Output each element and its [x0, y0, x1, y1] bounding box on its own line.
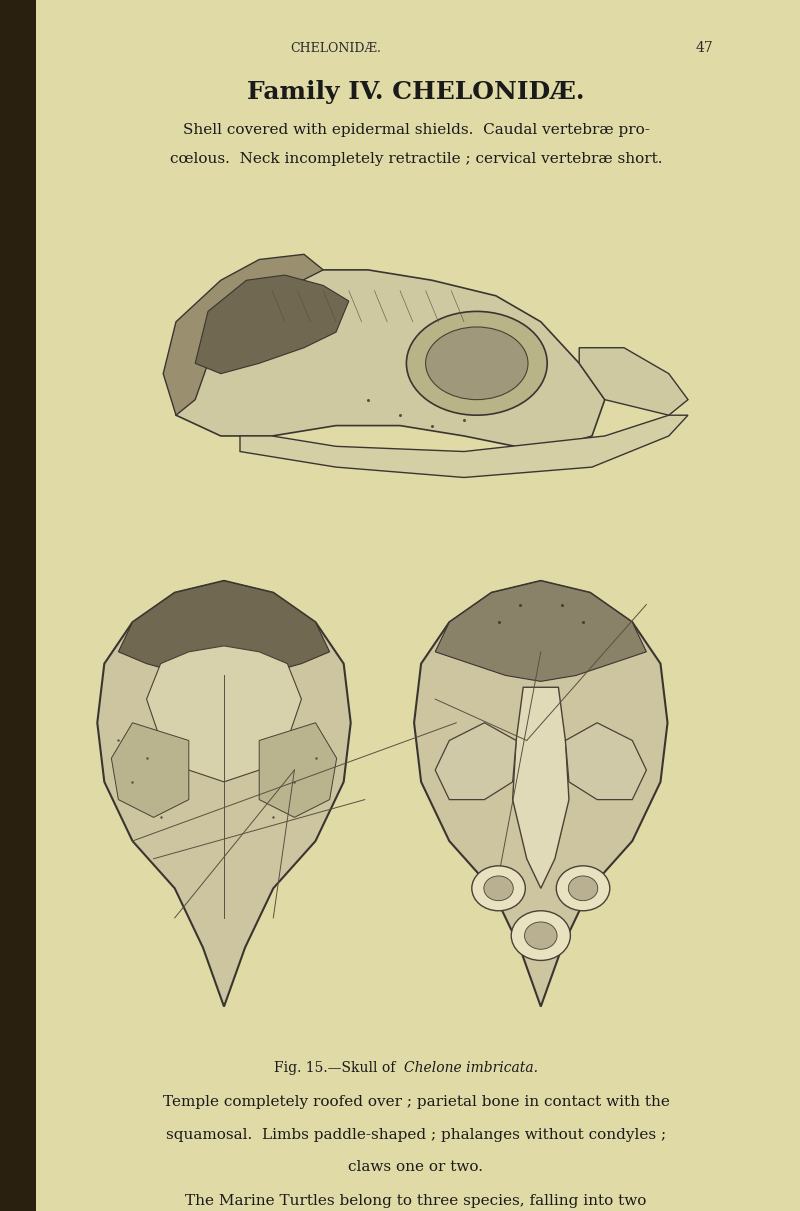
Text: Family IV. CHELONIDÆ.: Family IV. CHELONIDÆ. — [247, 80, 585, 104]
Ellipse shape — [426, 327, 528, 400]
Text: Fig. 15.—Skull of: Fig. 15.—Skull of — [274, 1061, 400, 1075]
Ellipse shape — [406, 311, 547, 415]
Bar — [0, 0, 36, 1211]
Polygon shape — [435, 723, 516, 799]
Polygon shape — [435, 581, 646, 682]
Text: CHELONIDÆ.: CHELONIDÆ. — [290, 42, 382, 54]
Polygon shape — [118, 581, 330, 676]
Polygon shape — [111, 723, 189, 817]
Text: Shell covered with epidermal shields.  Caudal vertebræ pro-: Shell covered with epidermal shields. Ca… — [182, 122, 650, 137]
Polygon shape — [414, 581, 667, 1006]
Polygon shape — [579, 348, 688, 415]
Circle shape — [472, 866, 526, 911]
Circle shape — [511, 911, 570, 960]
Polygon shape — [146, 645, 302, 782]
Polygon shape — [98, 581, 350, 1006]
Text: Chelone imbricata.: Chelone imbricata. — [404, 1061, 538, 1075]
Text: 47: 47 — [695, 41, 713, 56]
Text: The Marine Turtles belong to three species, falling into two: The Marine Turtles belong to three speci… — [186, 1194, 646, 1209]
Circle shape — [484, 876, 514, 901]
Polygon shape — [259, 723, 337, 817]
Polygon shape — [513, 688, 569, 889]
Text: cœlous.  Neck incompletely retractile ; cervical vertebræ short.: cœlous. Neck incompletely retractile ; c… — [170, 151, 662, 166]
Text: claws one or two.: claws one or two. — [349, 1160, 483, 1175]
Circle shape — [556, 866, 610, 911]
Polygon shape — [163, 254, 323, 415]
Text: squamosal.  Limbs paddle-shaped ; phalanges without condyles ;: squamosal. Limbs paddle-shaped ; phalang… — [166, 1127, 666, 1142]
Polygon shape — [240, 415, 688, 477]
Circle shape — [568, 876, 598, 901]
Polygon shape — [195, 275, 349, 374]
Circle shape — [525, 922, 557, 949]
Polygon shape — [566, 723, 646, 799]
Polygon shape — [176, 270, 605, 452]
Text: Temple completely roofed over ; parietal bone in contact with the: Temple completely roofed over ; parietal… — [162, 1095, 670, 1109]
